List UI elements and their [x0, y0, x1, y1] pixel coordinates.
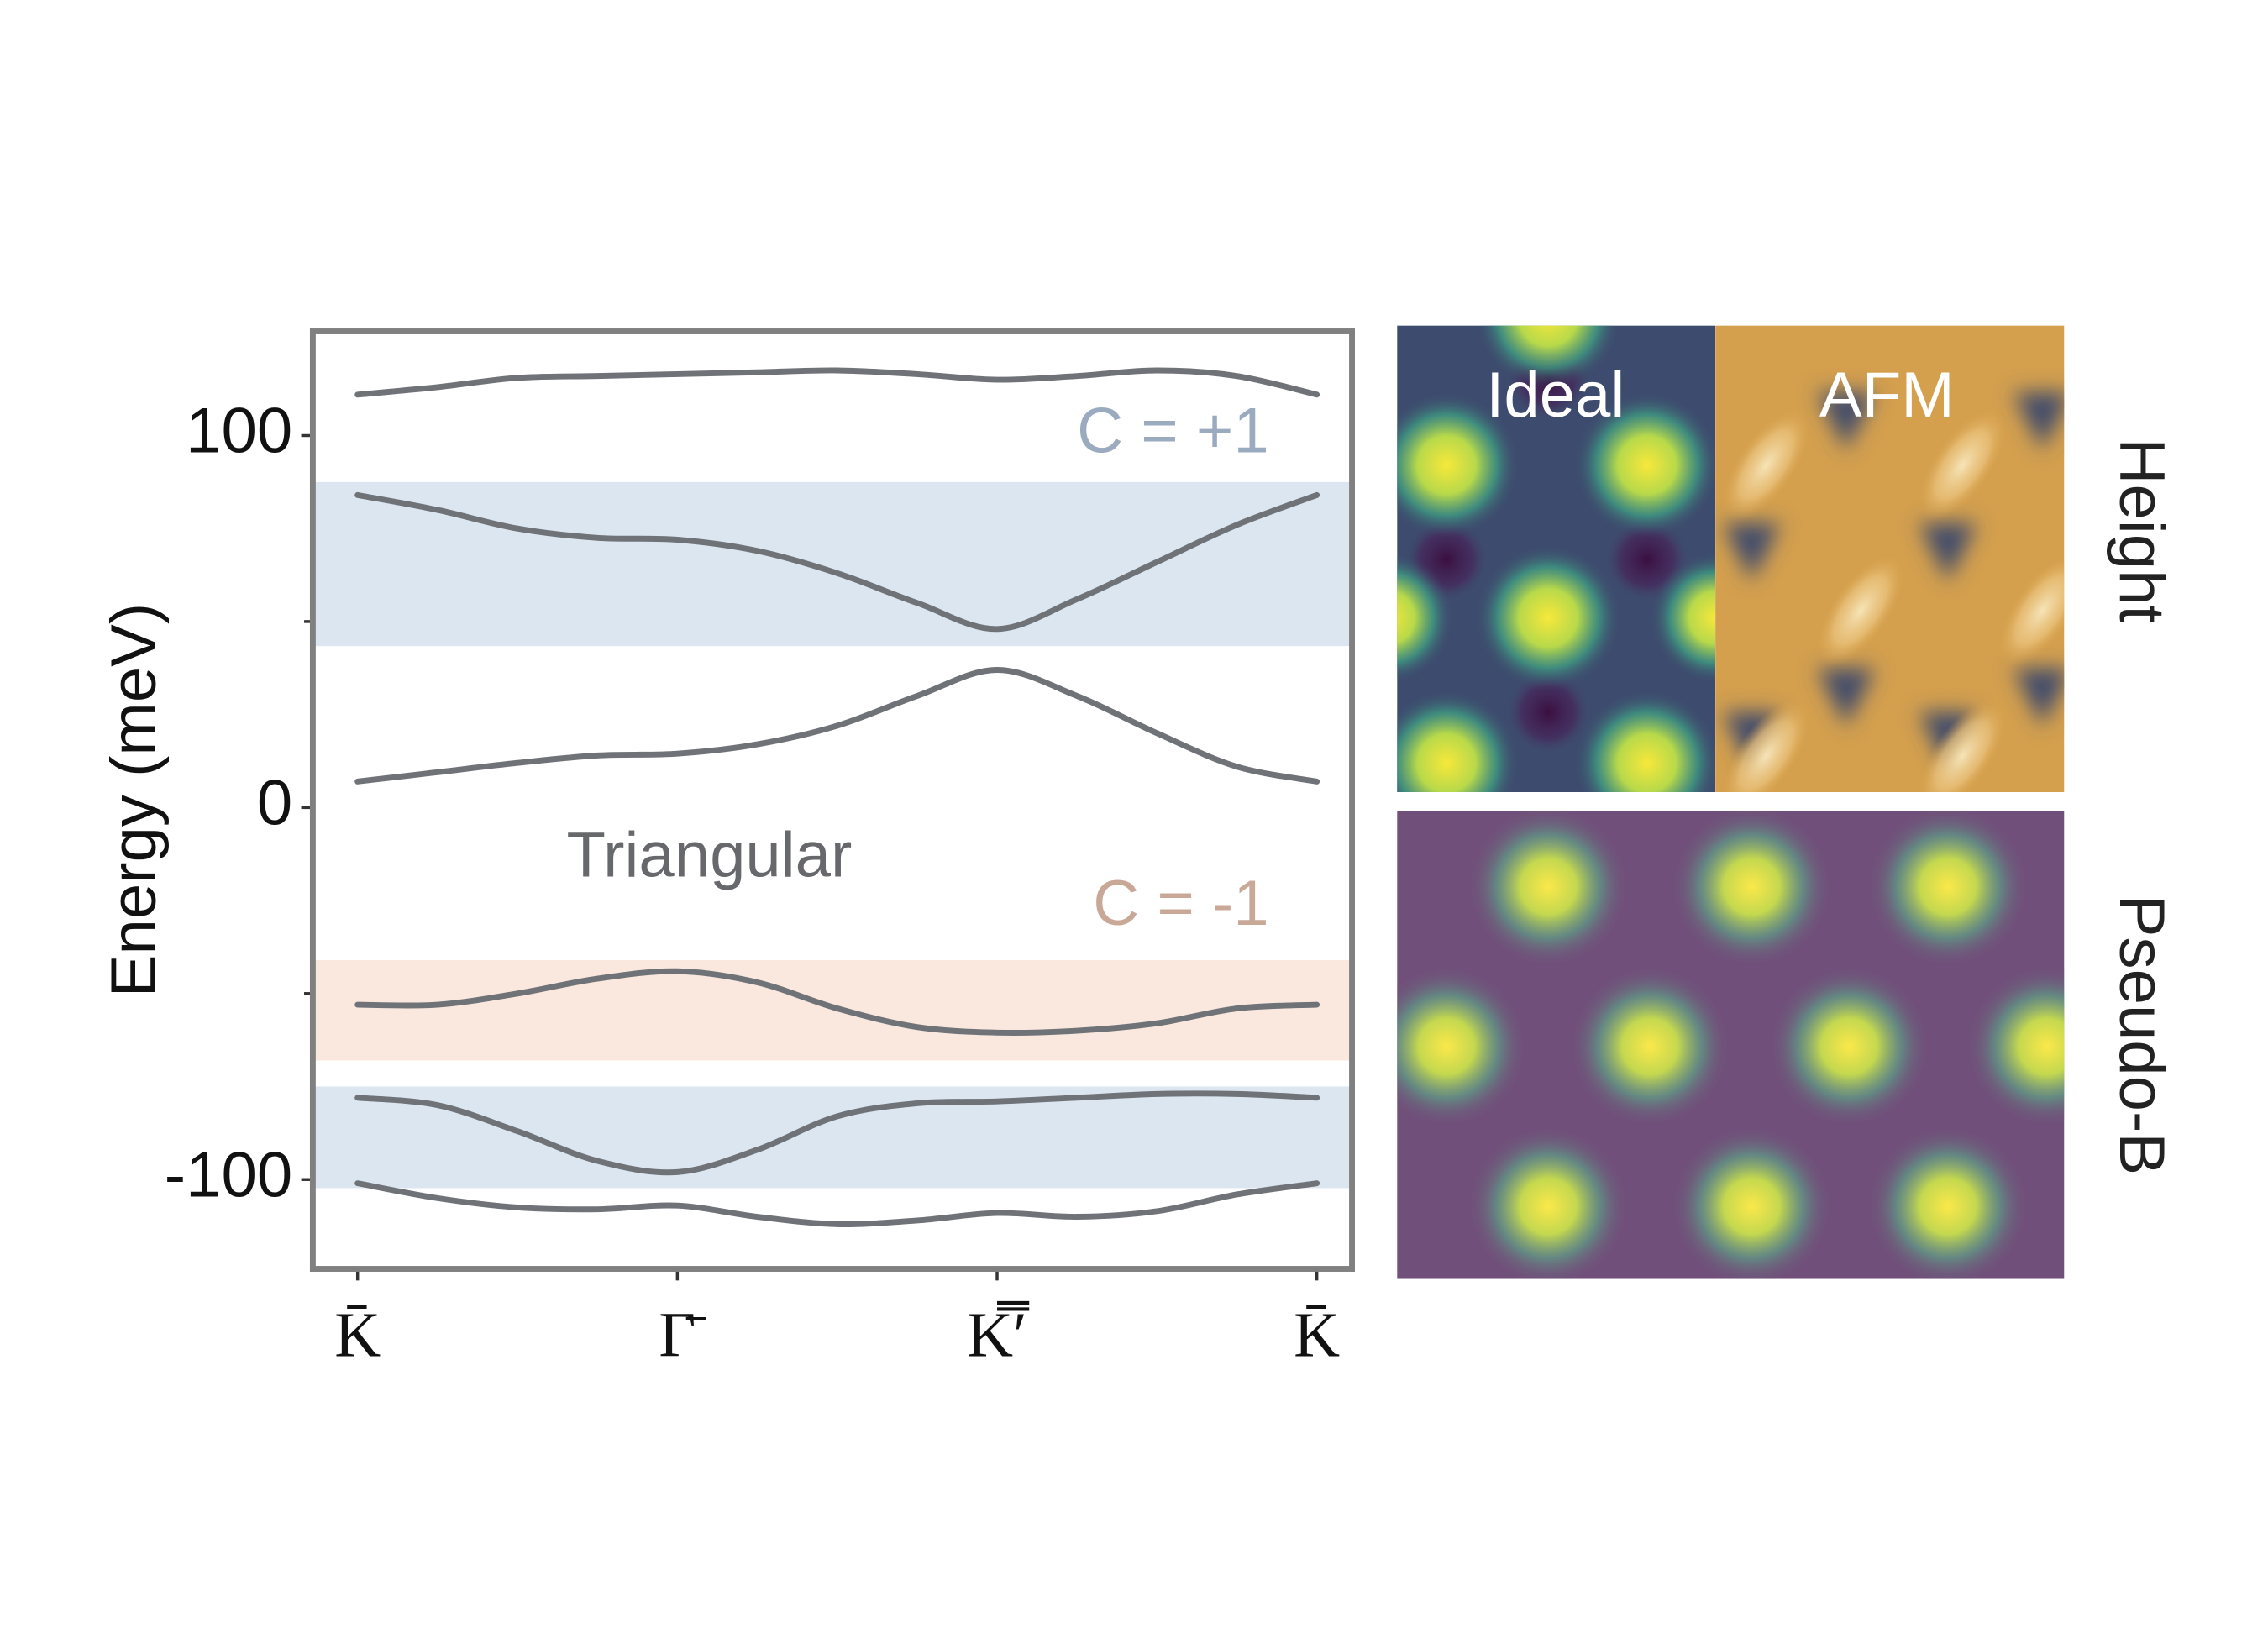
annotation: C = +1 [1077, 396, 1269, 467]
band [354, 367, 1320, 398]
y-tick-label: 100 [186, 396, 292, 467]
band [354, 1090, 1320, 1176]
row-label: Pseudo-B [2106, 895, 2177, 1175]
plot-frame [309, 328, 1355, 1272]
y-tick-label: 0 [257, 767, 292, 838]
x-tick-label: K̿′ [967, 1299, 1030, 1370]
band [354, 968, 1320, 1036]
row-label: Height [2106, 438, 2177, 623]
chern-region [312, 959, 1352, 1061]
plot-area: -100 0 100 K̄ Γ̄ K̿′ K̄ Energy (meV) C = +1 C = -… [98, 328, 1355, 1370]
chern-region [312, 1086, 1352, 1189]
annotation: Triangular [566, 819, 852, 890]
x-tick-label: K̄ [1294, 1299, 1340, 1370]
pseudo-b-map [1397, 811, 2065, 1279]
x-tick-label: Γ̄ [659, 1299, 706, 1370]
ideal-map [1397, 325, 1716, 792]
band [354, 667, 1320, 785]
band [354, 491, 1320, 633]
afm-map [1715, 325, 2065, 792]
annotation: C = -1 [1093, 868, 1268, 939]
x-tick-label: K̄ [334, 1299, 381, 1370]
y-axis-label: Energy (meV) [98, 603, 170, 998]
panel-label: Ideal [1486, 360, 1625, 431]
y-tick-label: -100 [165, 1139, 292, 1210]
chern-region [312, 481, 1352, 647]
band [354, 1180, 1320, 1227]
panel-label: AFM [1819, 360, 1955, 431]
